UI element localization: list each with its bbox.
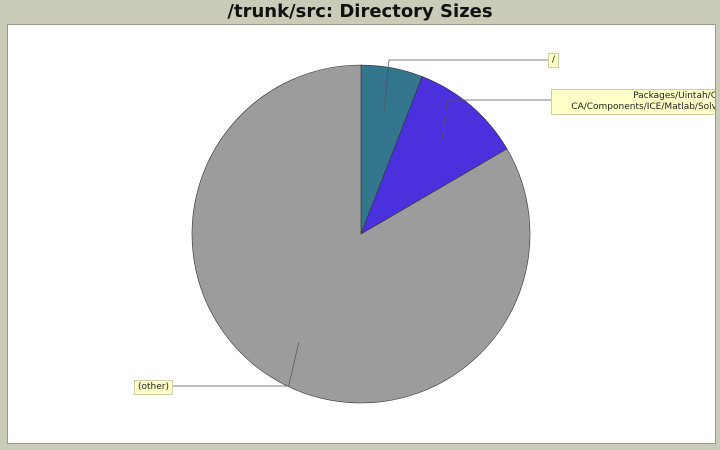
plot-area: / Packages/Uintah/C CA/Components/ICE/Ma…: [7, 24, 716, 444]
leader-line: [441, 99, 551, 139]
slice-label-root: /: [548, 53, 560, 68]
slice-other: [191, 64, 531, 404]
slice-label-packages: Packages/Uintah/C CA/Components/ICE/Matl…: [551, 89, 715, 115]
chart-title: /trunk/src: Directory Sizes: [227, 1, 493, 22]
slice-label-other: (other): [134, 380, 173, 395]
pie-chart: [171, 59, 551, 404]
leader-line: [171, 342, 300, 387]
leader-line: [383, 59, 548, 112]
slice-packages: [360, 76, 508, 235]
